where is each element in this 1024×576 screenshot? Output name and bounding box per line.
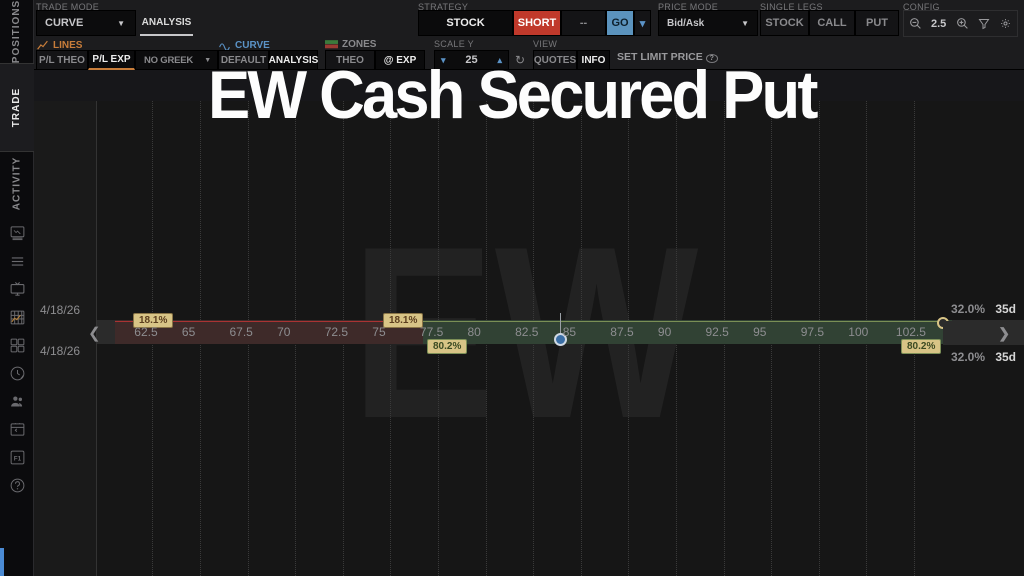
svg-text:F1: F1 bbox=[13, 455, 21, 462]
